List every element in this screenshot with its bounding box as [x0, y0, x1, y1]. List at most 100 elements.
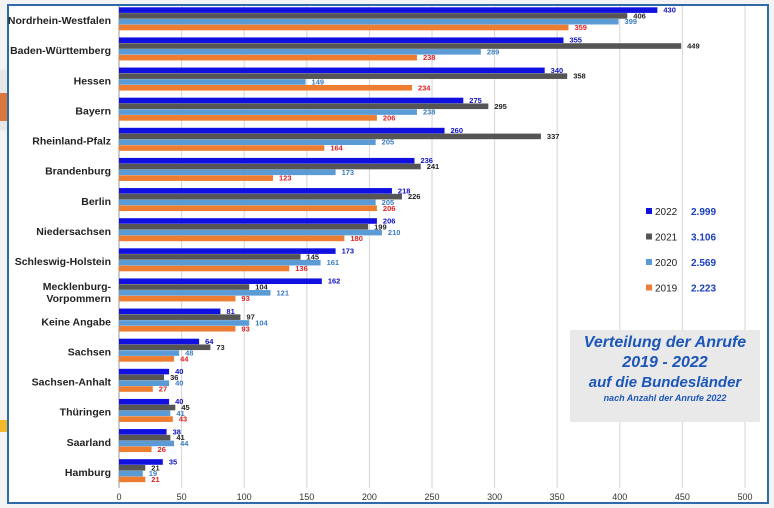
- x-tick-label: 350: [550, 492, 565, 502]
- bar-2021: [119, 164, 421, 170]
- category-label: Mecklenburg-: [43, 281, 112, 293]
- bar-2022: [119, 248, 336, 254]
- x-tick-label: 0: [116, 492, 121, 502]
- bar-2021: [119, 375, 164, 381]
- bar-2022: [119, 128, 445, 134]
- data-label-2022: 35: [169, 457, 177, 466]
- data-label-2019: 206: [383, 204, 396, 213]
- bar-2021: [119, 435, 170, 441]
- bar-2019: [119, 296, 235, 302]
- data-label-2021: 226: [408, 192, 421, 201]
- bar-2021: [119, 134, 541, 140]
- bar-2022: [119, 339, 199, 345]
- x-tick-label: 400: [612, 492, 627, 502]
- data-label-2019: 164: [330, 144, 343, 153]
- bar-2022: [119, 218, 377, 224]
- legend-total: 2.569: [691, 258, 716, 269]
- data-label-2019: 234: [418, 83, 431, 92]
- chart-title: Verteilung der Anrufe: [570, 334, 760, 352]
- bar-2020: [119, 260, 321, 266]
- x-tick-label: 50: [177, 492, 187, 502]
- data-label-2021: 449: [687, 42, 700, 51]
- bar-2021: [119, 254, 301, 260]
- legend-label: 2022: [655, 207, 678, 218]
- bar-2022: [119, 278, 322, 284]
- data-label-2019: 93: [241, 324, 249, 333]
- data-label-2020: 161: [327, 258, 340, 267]
- bar-2020: [119, 19, 619, 25]
- data-label-2022: 162: [328, 277, 341, 286]
- data-label-2019: 43: [179, 415, 187, 424]
- data-label-2020: 289: [487, 47, 500, 56]
- data-label-2020: 40: [175, 379, 183, 388]
- bar-2021: [119, 224, 368, 230]
- data-label-2020: 121: [276, 288, 289, 297]
- data-label-2020: 238: [423, 108, 436, 117]
- category-label: Sachsen-Anhalt: [32, 377, 112, 389]
- category-label: Hamburg: [65, 467, 111, 479]
- data-label-2020: 205: [382, 138, 395, 147]
- bar-2021: [119, 465, 145, 471]
- bar-2019: [119, 446, 152, 452]
- bar-2019: [119, 236, 344, 242]
- chart-subtitle: nach Anzahl der Anrufe 2022: [570, 393, 760, 403]
- legend-swatch-2020: [646, 259, 652, 265]
- bar-2020: [119, 320, 249, 326]
- bar-2020: [119, 411, 170, 417]
- category-label: Keine Angabe: [41, 316, 111, 328]
- data-label-2019: 27: [159, 385, 167, 394]
- data-label-2021: 358: [573, 72, 586, 81]
- data-label-2019: 359: [574, 23, 587, 32]
- category-label: Brandenburg: [45, 166, 111, 178]
- data-label-2019: 238: [423, 53, 436, 62]
- data-label-2019: 136: [295, 264, 308, 273]
- data-label-2020: 173: [342, 168, 355, 177]
- bar-2021: [119, 405, 175, 411]
- data-label-2019: 44: [180, 354, 189, 363]
- data-label-2019: 21: [151, 475, 159, 484]
- data-label-2020: 399: [625, 17, 638, 26]
- data-label-2019: 206: [383, 113, 396, 122]
- bar-2019: [119, 145, 324, 151]
- category-label: Sachsen: [68, 346, 111, 358]
- data-label-2021: 241: [427, 162, 440, 171]
- bar-2019: [119, 386, 153, 392]
- data-label-2019: 123: [279, 174, 292, 183]
- category-label: Schleswig-Holstein: [15, 256, 111, 268]
- bar-2019: [119, 115, 377, 121]
- legend-label: 2019: [655, 284, 678, 295]
- x-tick-label: 500: [737, 492, 752, 502]
- x-tick-label: 250: [424, 492, 439, 502]
- legend-swatch-2021: [646, 234, 652, 240]
- bar-2021: [119, 43, 681, 49]
- bar-2021: [119, 194, 402, 200]
- legend-swatch-2022: [646, 208, 652, 214]
- category-label: Saarland: [67, 437, 111, 449]
- x-tick-label: 450: [675, 492, 690, 502]
- chart-title-years: 2019 - 2022: [570, 354, 760, 372]
- bar-2021: [119, 284, 249, 290]
- data-label-2019: 26: [158, 445, 166, 454]
- bar-2021: [119, 344, 210, 350]
- bar-2020: [119, 200, 376, 206]
- bar-2019: [119, 356, 174, 362]
- data-label-2021: 73: [216, 343, 224, 352]
- bar-2022: [119, 188, 392, 194]
- category-label: Hessen: [74, 75, 111, 87]
- bar-2020: [119, 109, 417, 115]
- bar-2022: [119, 68, 545, 74]
- legend-total: 2.999: [691, 207, 716, 218]
- category-label: Baden-Württemberg: [10, 45, 111, 57]
- bar-2022: [119, 158, 414, 164]
- bar-2019: [119, 85, 412, 91]
- legend-swatch-2019: [646, 285, 652, 291]
- chart-title-subject: auf die Bundesländer: [570, 374, 760, 391]
- legend-label: 2021: [655, 233, 678, 244]
- bar-2019: [119, 477, 145, 483]
- bar-2020: [119, 79, 306, 85]
- data-label-2019: 93: [241, 294, 249, 303]
- bar-2020: [119, 350, 179, 356]
- chart-title-box: Verteilung der Anrufe 2019 - 2022 auf di…: [570, 330, 760, 422]
- category-label: Bayern: [75, 105, 111, 117]
- x-tick-label: 300: [487, 492, 502, 502]
